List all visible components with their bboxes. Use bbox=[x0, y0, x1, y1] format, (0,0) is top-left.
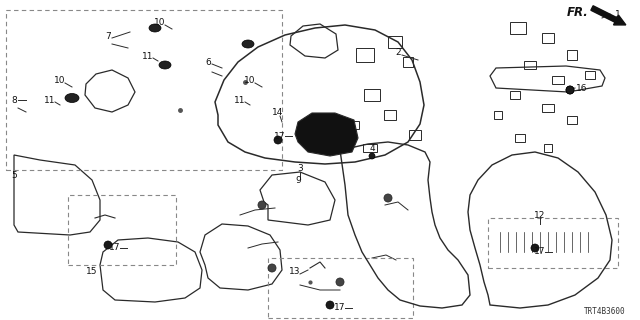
Text: 7: 7 bbox=[105, 31, 111, 41]
Ellipse shape bbox=[159, 61, 171, 69]
Text: 10: 10 bbox=[54, 76, 66, 84]
Circle shape bbox=[369, 153, 375, 159]
Text: 16: 16 bbox=[576, 84, 588, 92]
Ellipse shape bbox=[242, 40, 254, 48]
Circle shape bbox=[531, 244, 539, 252]
Circle shape bbox=[326, 301, 334, 309]
Ellipse shape bbox=[149, 24, 161, 32]
Text: 17: 17 bbox=[275, 132, 285, 140]
Text: 13: 13 bbox=[289, 268, 301, 276]
Text: 10: 10 bbox=[154, 18, 166, 27]
Text: 2: 2 bbox=[395, 47, 401, 57]
Text: 11: 11 bbox=[44, 95, 56, 105]
Text: 17: 17 bbox=[534, 247, 546, 257]
Text: 6: 6 bbox=[205, 58, 211, 67]
Circle shape bbox=[274, 136, 282, 144]
Text: 5: 5 bbox=[11, 171, 17, 180]
Text: 15: 15 bbox=[86, 268, 98, 276]
Text: 17: 17 bbox=[334, 303, 346, 313]
Text: 9: 9 bbox=[295, 175, 301, 185]
Circle shape bbox=[258, 201, 266, 209]
Text: 1: 1 bbox=[615, 10, 621, 19]
Circle shape bbox=[384, 194, 392, 202]
Circle shape bbox=[566, 86, 574, 94]
Circle shape bbox=[104, 241, 112, 249]
Text: 11: 11 bbox=[234, 95, 246, 105]
Circle shape bbox=[566, 86, 574, 94]
Text: 12: 12 bbox=[534, 211, 546, 220]
Polygon shape bbox=[295, 113, 358, 156]
Text: 17: 17 bbox=[109, 244, 121, 252]
FancyArrow shape bbox=[591, 6, 626, 25]
Ellipse shape bbox=[65, 93, 79, 102]
Text: 3: 3 bbox=[297, 164, 303, 172]
Text: 4: 4 bbox=[369, 143, 375, 153]
Text: 8: 8 bbox=[11, 95, 17, 105]
Text: 11: 11 bbox=[142, 52, 154, 60]
Text: TRT4B3600: TRT4B3600 bbox=[584, 308, 625, 316]
Text: 14: 14 bbox=[272, 108, 284, 116]
Text: FR.: FR. bbox=[567, 5, 589, 19]
Circle shape bbox=[336, 278, 344, 286]
Circle shape bbox=[268, 264, 276, 272]
Text: 10: 10 bbox=[244, 76, 256, 84]
